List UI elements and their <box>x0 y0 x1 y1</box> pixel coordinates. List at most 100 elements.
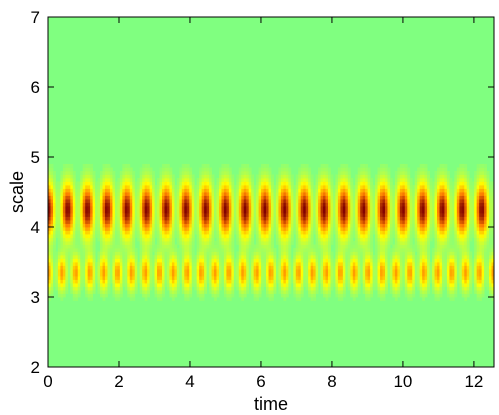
heatmap-cell <box>129 199 133 203</box>
heatmap-cell <box>382 293 386 298</box>
heatmap-cell <box>216 195 220 200</box>
heatmap-cell <box>199 276 203 280</box>
heatmap-cell <box>92 202 96 207</box>
heatmap-cell <box>389 220 393 224</box>
heatmap-cell <box>404 272 408 277</box>
heatmap-cell <box>476 237 480 242</box>
heatmap-cell <box>439 206 443 210</box>
heatmap-cell <box>380 195 383 200</box>
heatmap-cell <box>318 244 321 249</box>
heatmap-cell <box>335 199 339 203</box>
heatmap-cell <box>459 255 463 259</box>
heatmap-cell <box>241 265 245 270</box>
heatmap-cell <box>469 279 473 284</box>
heatmap-cell <box>280 251 284 256</box>
heatmap-cell <box>340 290 344 294</box>
heatmap-cell <box>52 237 56 242</box>
heatmap-cell <box>298 220 302 224</box>
heatmap-cell <box>367 241 371 245</box>
heatmap-cell <box>424 223 428 228</box>
heatmap-cell <box>402 195 406 200</box>
heatmap-cell <box>95 209 98 214</box>
heatmap-cell <box>57 279 61 284</box>
heatmap-cell <box>360 195 364 200</box>
heatmap-cell <box>157 195 160 200</box>
heatmap-cell <box>48 206 51 210</box>
heatmap-cell <box>97 276 101 280</box>
heatmap-cell <box>280 206 284 210</box>
heatmap-cell <box>261 234 264 238</box>
heatmap-cell <box>318 279 321 284</box>
heatmap-cell <box>154 230 158 235</box>
heatmap-cell <box>102 244 106 249</box>
heatmap-cell <box>352 230 356 235</box>
heatmap-cell <box>474 202 478 207</box>
heatmap-cell <box>449 251 453 256</box>
heatmap-cell <box>223 248 227 252</box>
heatmap-cell <box>55 230 59 235</box>
heatmap-cell <box>77 251 81 256</box>
heatmap-cell <box>345 195 349 200</box>
heatmap-cell <box>278 283 282 287</box>
heatmap-cell <box>104 276 108 280</box>
heatmap-cell <box>362 269 366 273</box>
heatmap-cell <box>77 290 81 294</box>
heatmap-cell <box>152 195 155 200</box>
heatmap-cell <box>174 209 178 214</box>
heatmap-cell <box>75 202 79 207</box>
heatmap-cell <box>228 265 232 270</box>
heatmap-cell <box>320 269 324 273</box>
heatmap-cell <box>112 213 116 217</box>
heatmap-cell <box>85 279 89 284</box>
heatmap-cell <box>107 255 111 259</box>
heatmap-cell <box>246 283 250 287</box>
heatmap-cell <box>290 276 294 280</box>
heatmap-cell <box>174 290 178 294</box>
heatmap-cell <box>399 251 403 256</box>
heatmap-cell <box>313 206 316 210</box>
heatmap-cell <box>365 202 369 207</box>
heatmap-cell <box>107 195 111 200</box>
heatmap-cell <box>248 223 252 228</box>
heatmap-cell <box>409 241 413 245</box>
heatmap-cell <box>218 234 222 238</box>
heatmap-cell <box>404 279 408 284</box>
heatmap-cell <box>147 272 150 277</box>
heatmap-cell <box>122 241 126 245</box>
heatmap-cell <box>310 258 314 263</box>
heatmap-cell <box>199 195 203 200</box>
heatmap-cell <box>171 255 175 259</box>
heatmap-cell <box>223 286 227 291</box>
heatmap-cell <box>139 244 143 249</box>
heatmap-cell <box>432 265 435 270</box>
heatmap-cell <box>432 195 435 200</box>
heatmap-cell <box>268 227 272 231</box>
heatmap-cell <box>122 269 126 273</box>
heatmap-cell <box>263 276 267 280</box>
heatmap-cell <box>484 255 487 259</box>
heatmap-cell <box>248 209 252 214</box>
heatmap-cell <box>337 241 341 245</box>
heatmap-cell <box>82 206 86 210</box>
heatmap-cell <box>280 230 284 235</box>
heatmap-cell <box>109 234 113 238</box>
heatmap-cell <box>466 227 470 231</box>
heatmap-cell <box>399 195 403 200</box>
heatmap-cell <box>261 265 264 270</box>
heatmap-cell <box>258 255 262 259</box>
heatmap-cell <box>479 234 483 238</box>
heatmap-cell <box>479 241 483 245</box>
heatmap-cell <box>295 209 299 214</box>
heatmap-cell <box>191 283 195 287</box>
heatmap-cell <box>100 206 103 210</box>
heatmap-cell <box>104 279 108 284</box>
heatmap-cell <box>397 255 401 259</box>
heatmap-cell <box>184 223 188 228</box>
heatmap-cell <box>489 290 492 294</box>
heatmap-cell <box>169 262 173 266</box>
heatmap-cell <box>315 220 319 224</box>
heatmap-cell <box>422 283 426 287</box>
heatmap-cell <box>412 230 416 235</box>
heatmap-cell <box>112 283 116 287</box>
heatmap-cell <box>384 255 388 259</box>
